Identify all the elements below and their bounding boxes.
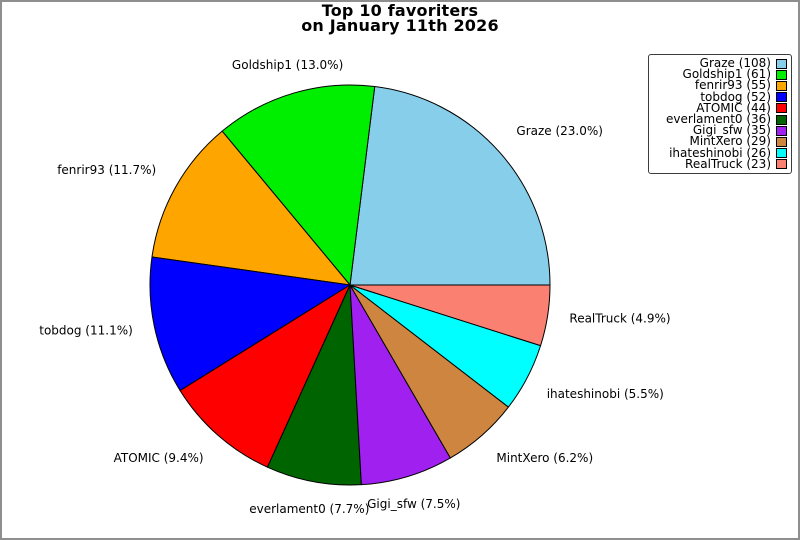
legend: Graze (108) Goldship1 (61) fenrir93 (55) to… [648, 54, 792, 174]
chart-title: Top 10 favoriters on January 11th 2026 [0, 1, 800, 35]
legend-row-ihateshinobi: ihateshinobi (26) [653, 145, 787, 160]
legend-color-swatch [776, 125, 787, 136]
pie-slice-ATOMIC [179, 284, 351, 468]
legend-label: fenrir93 (55) [694, 78, 771, 93]
legend-row-Gigi_sfw: Gigi_sfw (35) [653, 123, 787, 138]
legend-label: ihateshinobi (26) [669, 145, 771, 160]
legend-color-swatch [776, 92, 787, 103]
pie-slice-tobdog [149, 256, 351, 392]
chart-title-line-1: Top 10 favoriters [321, 1, 479, 20]
legend-color-swatch [776, 159, 787, 170]
legend-label: everlament0 (36) [666, 111, 771, 126]
legend-row-everlament0: everlament0 (36) [653, 111, 787, 126]
legend-color-swatch [776, 103, 787, 114]
pie-slice-Goldship1 [221, 84, 376, 286]
legend-color-swatch [776, 148, 787, 159]
legend-label: ATOMIC (44) [696, 100, 771, 115]
pie-slice-RealTruck [349, 284, 551, 347]
legend-row-Graze: Graze (108) [653, 56, 787, 70]
pie-slice-everlament0 [266, 284, 362, 486]
legend-label: RealTruck (23) [685, 156, 771, 171]
legend-color-swatch [776, 69, 787, 80]
pie-slice-fenrir93 [151, 130, 351, 286]
legend-color-swatch [776, 58, 787, 69]
legend-color-swatch [776, 114, 787, 125]
pie-slice-Graze [349, 86, 551, 286]
chart-title-line-2: on January 11th 2026 [301, 16, 499, 35]
legend-label: Graze (108) [699, 56, 771, 70]
legend-row-RealTruck: RealTruck (23) [653, 156, 787, 171]
legend-row-Goldship1: Goldship1 (61) [653, 67, 787, 82]
legend-row-MintXero: MintXero (29) [653, 134, 787, 149]
legend-row-ATOMIC: ATOMIC (44) [653, 100, 787, 115]
legend-color-swatch [776, 80, 787, 91]
legend-label: Goldship1 (61) [682, 67, 771, 82]
legend-row-fenrir93: fenrir93 (55) [653, 78, 787, 93]
legend-color-swatch [776, 136, 787, 147]
legend-label: tobdog (52) [700, 89, 771, 104]
legend-label: Gigi_sfw (35) [692, 123, 771, 138]
legend-row-tobdog: tobdog (52) [653, 89, 787, 104]
legend-label: MintXero (29) [689, 134, 771, 149]
legend-rows: Graze (108) Goldship1 (61) fenrir93 (55) to… [653, 56, 787, 171]
